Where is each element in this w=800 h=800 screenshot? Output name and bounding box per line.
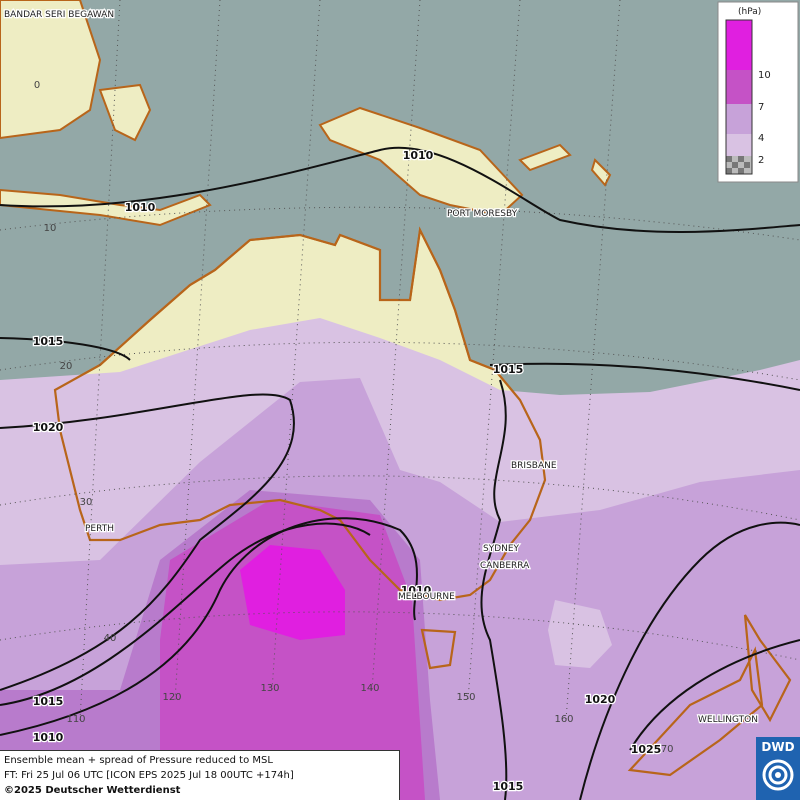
legend-checker (726, 156, 750, 174)
grid-label: 30 (80, 497, 93, 508)
city-label: PERTH (85, 524, 114, 534)
coastline (53, 226, 792, 777)
isobars (0, 146, 800, 800)
isobar-label: 1010 (125, 201, 156, 214)
grid-label: 130 (260, 683, 279, 694)
legend-swatch (726, 156, 752, 174)
spread-field (0, 318, 800, 800)
isobar-label: 1015 (493, 780, 524, 793)
footer-line: FT: Fri 25 Jul 06 UTC [ICON EPS 2025 Jul… (4, 770, 294, 781)
city-label: BRISBANE (511, 461, 557, 471)
legend-swatch (726, 134, 752, 156)
legend-unit: (hPa) (738, 7, 761, 17)
city-label: PORT MORESBY (447, 209, 518, 219)
city-label: MELBOURNE (398, 592, 455, 602)
legend-frame (725, 19, 753, 175)
grid-label: 20 (60, 361, 73, 372)
isobar-label: 1015 (33, 695, 64, 708)
legend-label: 7 (758, 102, 764, 113)
city-label: CANBERRA (480, 561, 530, 571)
grid-label: 150 (456, 692, 475, 703)
grid-label: 120 (162, 692, 181, 703)
legend-label: 2 (758, 155, 764, 166)
city-label: WELLINGTON (698, 715, 758, 725)
footer-line: ©2025 Deutscher Wetterdienst (4, 785, 181, 796)
grid-label: 40 (104, 633, 117, 644)
isobar-label: 1020 (33, 421, 64, 434)
grid-label: 110 (66, 714, 85, 725)
isobar-label: 1020 (585, 693, 616, 706)
graticule (0, 0, 800, 721)
isobar-label: 1015 (493, 363, 524, 376)
grid-labels: 0 10 20 30 40 110 120 130 140 150 160 17… (34, 80, 674, 755)
legend-swatch (726, 20, 752, 70)
logo-swirl (762, 759, 794, 791)
city-labels: BANDAR SERI BEGAWAN PORT MORESBY BRISBAN… (3, 9, 759, 727)
isobar-label: 1010 (403, 149, 434, 162)
footer: Ensemble mean + spread of Pressure reduc… (0, 750, 400, 800)
isobar-label: 1010 (401, 584, 432, 597)
city-label: BANDAR SERI BEGAWAN (4, 10, 114, 20)
logo: DWD (756, 737, 800, 800)
grid-label: 0 (34, 80, 40, 91)
isobar-label: 1025 (631, 743, 662, 756)
legend: (hPa) 10 7 4 2 (717, 1, 799, 183)
footer-line: Ensemble mean + spread of Pressure reduc… (4, 755, 273, 766)
grid-label: 160 (554, 714, 573, 725)
grid-label: 140 (360, 683, 379, 694)
city-label: SYDNEY (483, 544, 520, 554)
legend-label: 4 (758, 133, 764, 144)
isobar-labels: 1010 1010 1015 1015 1020 1010 1015 1010 … (31, 148, 662, 795)
grid-label: 10 (44, 223, 57, 234)
legend-label: 10 (758, 70, 771, 81)
isobar-label: 1010 (33, 731, 64, 744)
isobar-label: 1015 (33, 335, 64, 348)
logo-text: DWD (761, 740, 795, 754)
legend-swatch (726, 104, 752, 134)
grid-label: 170 (654, 744, 673, 755)
legend-swatch (726, 70, 752, 104)
